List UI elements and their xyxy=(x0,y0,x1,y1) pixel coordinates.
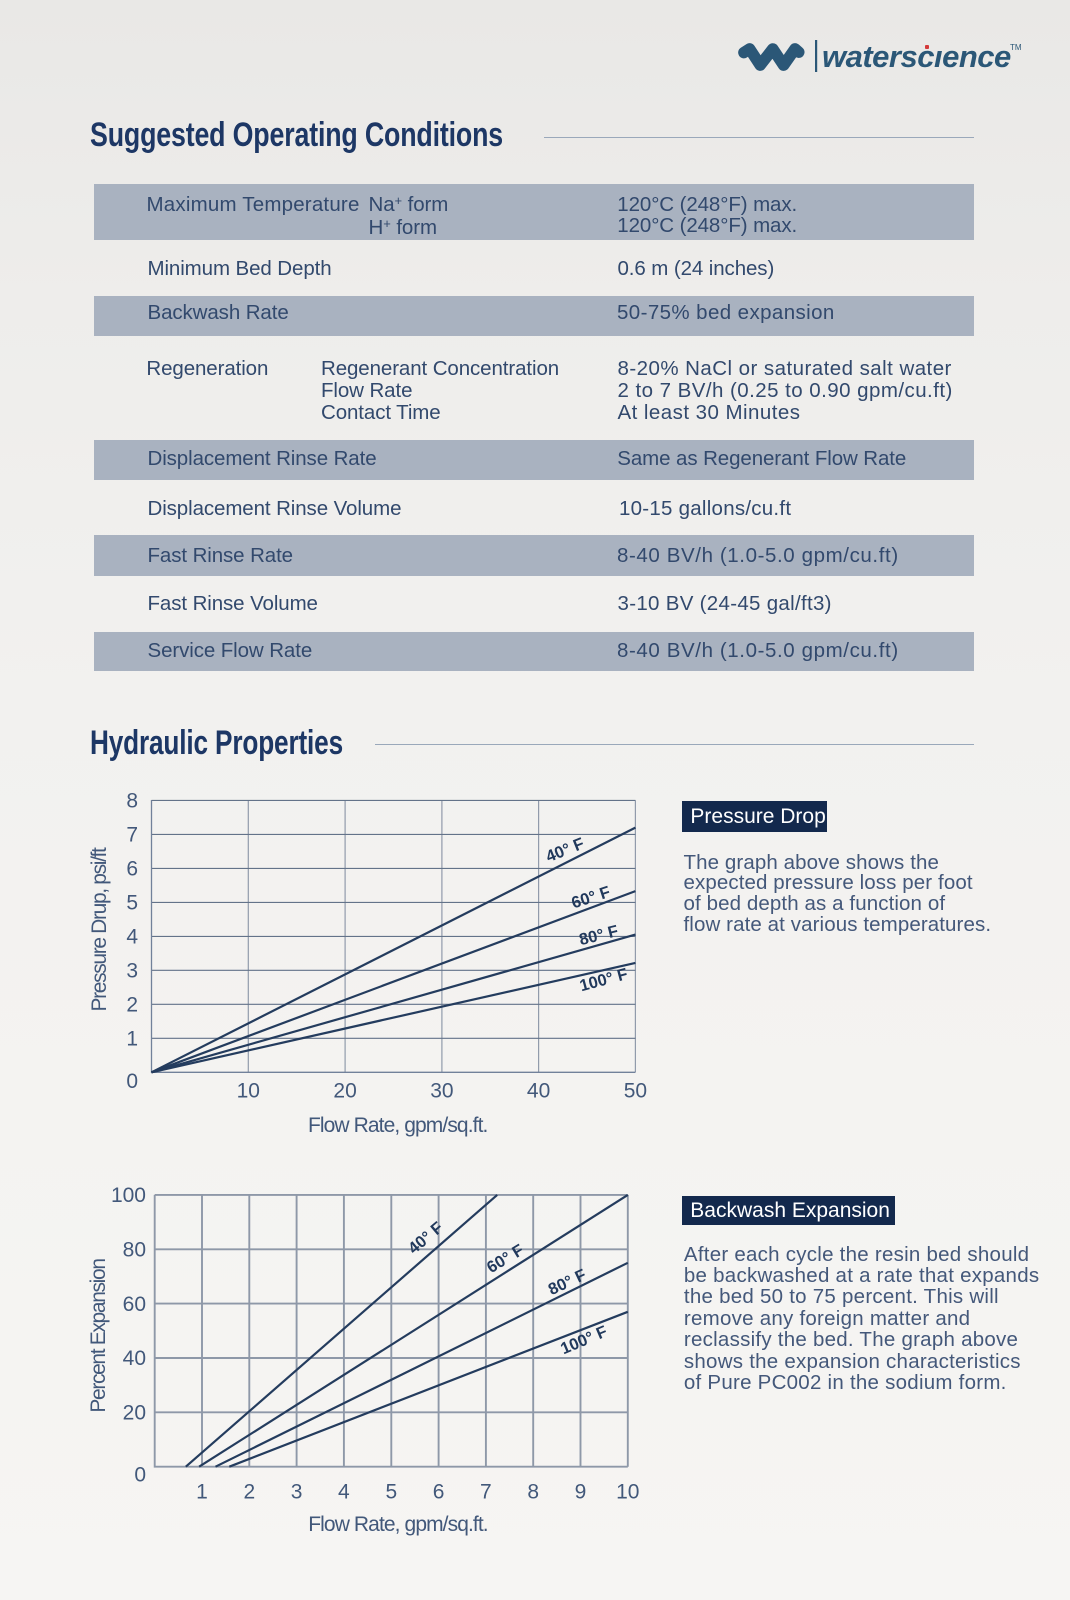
svg-text:40° F: 40° F xyxy=(543,835,586,867)
svg-text:Flow Rate, gpm/sq.ft.: Flow Rate, gpm/sq.ft. xyxy=(308,1114,488,1137)
svg-text:10: 10 xyxy=(616,1481,639,1504)
svg-text:10: 10 xyxy=(237,1079,260,1102)
svg-text:40° F: 40° F xyxy=(405,1219,447,1258)
svg-text:20: 20 xyxy=(123,1402,146,1425)
svg-text:8: 8 xyxy=(527,1481,539,1504)
svg-text:60: 60 xyxy=(123,1293,146,1316)
svg-text:9: 9 xyxy=(575,1481,587,1504)
svg-text:40: 40 xyxy=(527,1079,550,1102)
svg-text:7: 7 xyxy=(126,824,138,847)
svg-text:2: 2 xyxy=(243,1481,255,1504)
svg-text:3: 3 xyxy=(126,960,138,983)
svg-text:1: 1 xyxy=(126,1028,138,1051)
svg-text:20: 20 xyxy=(333,1079,356,1102)
svg-text:4: 4 xyxy=(338,1481,350,1504)
svg-text:4: 4 xyxy=(126,926,138,949)
svg-text:40: 40 xyxy=(123,1347,146,1370)
svg-text:3: 3 xyxy=(291,1481,303,1504)
svg-text:5: 5 xyxy=(126,892,138,915)
svg-text:Flow Rate, gpm/sq.ft.: Flow Rate, gpm/sq.ft. xyxy=(308,1513,488,1536)
svg-text:5: 5 xyxy=(385,1481,397,1504)
svg-text:50: 50 xyxy=(624,1079,647,1102)
svg-text:6: 6 xyxy=(433,1481,445,1504)
svg-text:0: 0 xyxy=(134,1463,146,1486)
svg-text:100: 100 xyxy=(111,1184,146,1207)
svg-text:7: 7 xyxy=(480,1481,492,1504)
svg-text:1: 1 xyxy=(196,1481,208,1504)
svg-text:6: 6 xyxy=(126,858,138,881)
svg-text:30: 30 xyxy=(430,1079,453,1102)
svg-text:Percent Expansion: Percent Expansion xyxy=(87,1259,110,1413)
svg-text:0: 0 xyxy=(126,1070,138,1093)
svg-text:80° F: 80° F xyxy=(546,1266,590,1299)
svg-text:80: 80 xyxy=(123,1239,146,1262)
svg-text:8: 8 xyxy=(126,790,138,813)
svg-text:2: 2 xyxy=(126,994,138,1017)
svg-text:Pressure Drup, psi/ft: Pressure Drup, psi/ft xyxy=(88,847,111,1012)
